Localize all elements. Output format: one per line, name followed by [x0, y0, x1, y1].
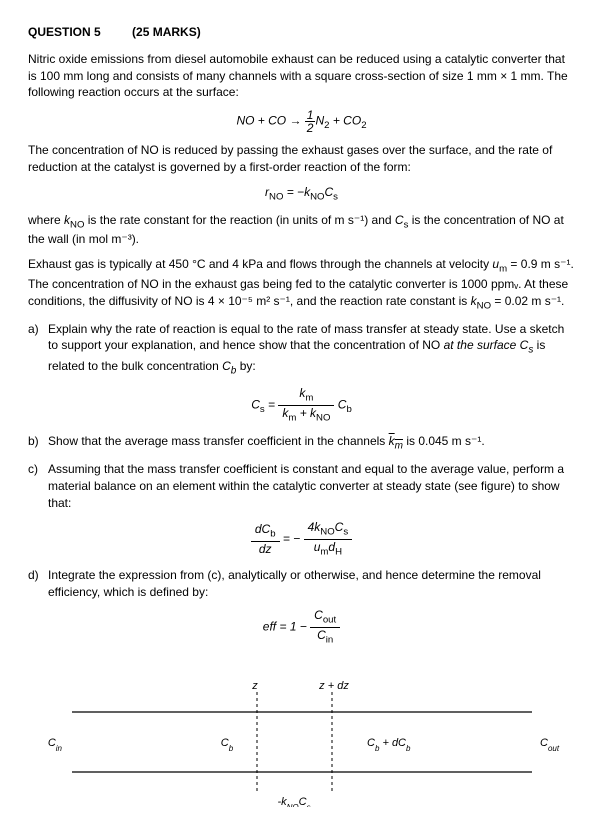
text-cond3: = 0.02 m s⁻¹. [491, 294, 564, 308]
dcb-equation: dCbdz = − 4kNOCsumdH [28, 520, 575, 559]
label-b: b) [28, 433, 48, 453]
cs-equation: Cs = kmkm + kNO Cb [28, 386, 575, 425]
body-b: Show that the average mass transfer coef… [48, 433, 575, 453]
text-a1i: at the surface C [444, 338, 529, 352]
fig-cbd: Cb + dCb [367, 737, 411, 753]
label-a: a) [28, 321, 48, 379]
fig-cb: Cb [220, 737, 233, 753]
fig-zdz: z + dz [318, 680, 349, 692]
question-marks: (25 MARKS) [132, 25, 201, 39]
figure: z z + dz Cin Cout Cb Cb + dCb -kNOCs [28, 667, 575, 807]
intro-paragraph: Nitric oxide emissions from diesel autom… [28, 51, 575, 101]
fig-cin: Cin [47, 737, 62, 753]
part-d: d) Integrate the expression from (c), an… [28, 567, 575, 601]
reaction-equation: NO + CO → 12N2 + CO2 [28, 109, 575, 134]
part-c: c) Assuming that the mass transfer coeff… [28, 461, 575, 511]
part-a: a) Explain why the rate of reaction is e… [28, 321, 575, 379]
text-b1: Show that the average mass transfer coef… [48, 434, 389, 448]
body-d: Integrate the expression from (c), analy… [48, 567, 575, 601]
eff-equation: eff = 1 − CoutCin [28, 608, 575, 647]
text-rate-desc: is the rate constant for the reaction (i… [84, 213, 394, 227]
text-cond1: Exhaust gas is typically at 450 °C and 4… [28, 257, 489, 271]
where-paragraph: where kNO is the rate constant for the r… [28, 212, 575, 249]
text-a1c: by: [236, 359, 255, 373]
question-number: QUESTION 5 [28, 24, 101, 41]
fig-cout: Cout [540, 737, 560, 753]
label-c: c) [28, 461, 48, 511]
conditions-paragraph: Exhaust gas is typically at 450 °C and 4… [28, 256, 575, 312]
body-a: Explain why the rate of reaction is equa… [48, 321, 575, 379]
rate-equation: rNO = −kNOCs [28, 184, 575, 204]
rate-paragraph: The concentration of NO is reduced by pa… [28, 142, 575, 176]
text-where: where [28, 213, 64, 227]
body-c: Assuming that the mass transfer coeffici… [48, 461, 575, 511]
part-b: b) Show that the average mass transfer c… [28, 433, 575, 453]
question-header: QUESTION 5 (25 MARKS) [28, 24, 575, 41]
fig-rate: -kNOCs [277, 796, 310, 807]
text-b1b: is 0.045 m s⁻¹. [403, 434, 485, 448]
fig-z: z [251, 680, 258, 692]
label-d: d) [28, 567, 48, 601]
